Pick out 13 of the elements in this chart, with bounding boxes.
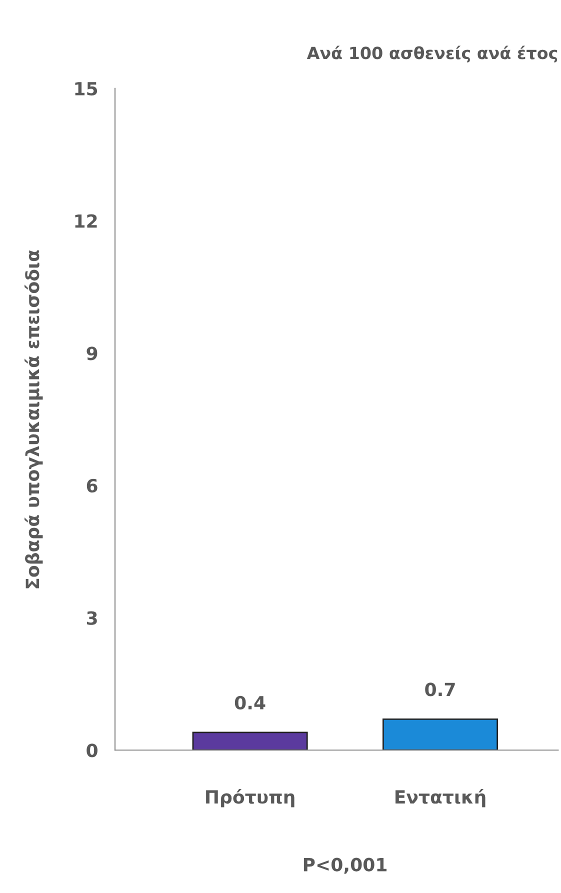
y-axis-title: Σοβαρά υπογλυκαιμικά επεισόδια: [24, 250, 43, 588]
data-label: 0.7: [425, 682, 455, 696]
y-tick-label: 0: [86, 744, 98, 758]
data-label: 0.4: [234, 696, 266, 710]
x-tick-label: Εντατική: [396, 789, 486, 808]
y-tick-label: 12: [75, 214, 97, 228]
y-tick-label: 9: [86, 346, 98, 360]
text: P<0,001: [304, 858, 387, 874]
y-tick-label: 3: [86, 611, 97, 625]
chart-title: Ανά 100 ασθενείς ανά έτος: [306, 46, 558, 63]
x-tick-label: Πρότυπη: [206, 789, 294, 808]
y-tick-label: 15: [75, 82, 98, 96]
y-tick-label: 6: [86, 478, 98, 493]
